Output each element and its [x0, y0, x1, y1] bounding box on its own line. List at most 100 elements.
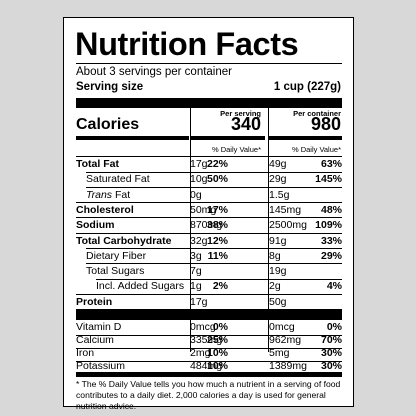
dv-per-serving: 10%: [206, 360, 228, 372]
dv-per-serving: 50%: [206, 173, 228, 186]
nutrient-row: Calcium 335mg 25% 962mg 70%: [76, 333, 342, 347]
nutrient-name-text: Potassium: [76, 360, 126, 372]
dv-per-container: 70%: [320, 334, 342, 346]
label-title: Nutrition Facts: [75, 26, 299, 62]
nutrient-name-prefix: Trans: [86, 188, 113, 201]
amount-per-container: 91g: [269, 234, 287, 247]
serving-size-value: 1 cup (227g): [273, 81, 341, 93]
dv-header-rule: [76, 156, 342, 157]
row-separator: [76, 309, 342, 311]
dv-per-container: 48%: [320, 203, 342, 216]
serving-size-label: Serving size: [76, 81, 144, 93]
amount-per-serving: 3g: [190, 249, 202, 262]
row-separator: [76, 334, 342, 336]
nutrient-name: Iron: [76, 346, 94, 360]
calories-rule-left: [76, 136, 189, 140]
amount-per-serving: 0mcg: [190, 321, 216, 333]
column-divider-1: [190, 108, 191, 352]
amount-per-serving: 335mg: [190, 334, 223, 346]
dv-per-serving: 38%: [206, 219, 228, 232]
amount-per-serving: 484mg: [190, 360, 223, 372]
row-separator: [86, 248, 342, 249]
nutrition-label: Nutrition Facts About 3 servings per con…: [63, 17, 354, 411]
servings-per-container: About 3 servings per container: [76, 66, 232, 78]
row-separator: [76, 293, 342, 295]
nutrient-name-text: Total Carbohydrate: [76, 234, 172, 247]
amount-per-container: 19g: [269, 265, 287, 278]
per-container-header: Per container: [293, 109, 341, 118]
nutrient-name-text: Saturated Fat: [86, 173, 150, 186]
amount-per-container: 962mg: [269, 334, 302, 346]
nutrient-name-text: Fat: [114, 188, 131, 201]
row-separator: [76, 347, 342, 349]
amount-per-serving: 50mg: [190, 203, 217, 216]
nutrient-name: Cholesterol: [76, 203, 134, 217]
nutrient-name: Total Carbohydrate: [76, 234, 171, 248]
dv-per-serving: 22%: [206, 158, 228, 170]
nutrient-row: Total Fat 17g 22% 49g 63%: [76, 157, 342, 171]
nutrient-name: Total Sugars: [86, 264, 144, 278]
nutrient-name: Dietary Fiber: [86, 249, 146, 263]
thick-rule-bottom: [76, 372, 342, 377]
nutrient-row: Protein 17g 50g: [76, 295, 342, 309]
dv-header-container: % Daily Value*: [291, 145, 341, 154]
amount-per-container: 1.5g: [269, 188, 290, 201]
amount-per-serving: 870mg: [190, 219, 223, 232]
amount-per-container: 2g: [269, 280, 281, 293]
dv-per-serving: 11%: [207, 249, 228, 262]
column-divider-2: [268, 108, 269, 352]
amount-per-serving: 1g: [190, 280, 202, 293]
dv-per-serving: 17%: [206, 203, 228, 216]
dv-per-container: 29%: [320, 249, 342, 262]
calories-rule-right: [269, 136, 342, 140]
dv-per-serving: 2%: [212, 280, 228, 293]
calories-per-serving: 340: [230, 114, 261, 134]
nutrient-name-text: Calcium: [76, 334, 114, 346]
thick-rule-top: [76, 98, 342, 108]
nutrient-row: Saturated Fat 10g 50% 29g 145%: [76, 172, 342, 186]
amount-per-serving: 17g: [190, 295, 208, 308]
amount-per-container: 1389mg: [269, 360, 307, 372]
thick-rule-mid: [76, 310, 342, 320]
nutrient-name: Total Fat: [76, 157, 119, 171]
amount-per-container: 50g: [269, 295, 287, 308]
dv-per-serving: 0%: [212, 321, 228, 333]
row-separator: [86, 186, 342, 188]
row-separator: [76, 217, 342, 219]
nutrient-row: Vitamin D 0mcg 0% 0mcg 0%: [76, 320, 342, 334]
nutrient-row: Cholesterol 50mg 17% 145mg 48%: [76, 203, 342, 217]
nutrient-name-text: Total Sugars: [86, 265, 145, 278]
nutrient-row: Total Carbohydrate 32g 12% 91g 33%: [76, 234, 342, 248]
amount-per-container: 8g: [269, 249, 281, 262]
nutrient-name-text: Incl. Added Sugars: [96, 280, 185, 293]
nutrient-name: Calcium: [76, 333, 114, 347]
dv-header-serving: % Daily Value*: [211, 145, 261, 154]
nutrient-name-text: Iron: [76, 347, 95, 359]
calories-rule-mid: [191, 136, 265, 140]
dv-per-serving: 25%: [206, 334, 228, 346]
dv-per-container: 30%: [320, 360, 342, 372]
amount-per-serving: 7g: [190, 265, 202, 278]
nutrient-row: Total Sugars 7g 19g: [76, 264, 342, 278]
nutrient-name-text: Sodium: [76, 219, 115, 232]
dv-per-container: 109%: [315, 219, 342, 232]
dv-per-container: 4%: [326, 280, 342, 293]
nutrient-name: Incl. Added Sugars: [96, 279, 184, 293]
dv-per-serving: 12%: [206, 234, 228, 247]
dv-per-serving: 10%: [206, 347, 228, 359]
amount-per-container: 29g: [269, 173, 287, 186]
nutrient-name-text: Dietary Fiber: [86, 249, 147, 262]
row-separator: [76, 360, 342, 362]
title-rule: [76, 63, 342, 64]
amount-per-serving: 17g: [190, 158, 208, 170]
nutrient-row: Dietary Fiber 3g 11% 8g 29%: [76, 249, 342, 263]
nutrient-row: Iron 2mg 10% 5mg 30%: [76, 346, 342, 360]
dv-per-container: 145%: [315, 173, 342, 186]
amount-per-container: 5mg: [269, 347, 290, 359]
nutrient-name: Trans Fat: [86, 188, 130, 202]
calories-label: Calories: [76, 116, 140, 133]
per-serving-header: Per serving: [220, 109, 261, 118]
row-separator: [86, 171, 342, 173]
nutrient-row: Sodium 870mg 38% 2500mg 109%: [76, 218, 342, 232]
dv-per-container: 33%: [320, 234, 342, 247]
